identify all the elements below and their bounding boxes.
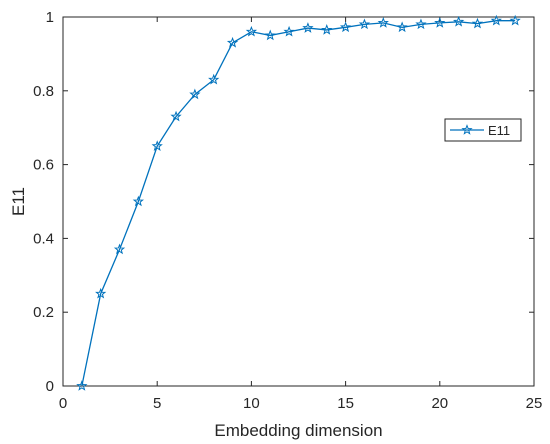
ticks	[62, 16, 535, 387]
data-point	[490, 14, 502, 26]
plot-area: 0 5 10 15 20 25 0 0.2 0.4 0.6 0.8 1	[33, 9, 542, 412]
data-point	[283, 25, 295, 37]
data-point	[434, 16, 446, 28]
data-point	[396, 21, 408, 33]
x-tick-label: 0	[59, 395, 67, 412]
x-tick-label: 10	[243, 395, 260, 412]
y-axis-label: E11	[9, 187, 28, 216]
data-point	[170, 110, 182, 122]
data-point	[509, 14, 521, 26]
x-tick-label: 20	[431, 395, 448, 412]
x-tick-label: 25	[526, 395, 543, 412]
series-layer	[76, 14, 521, 391]
y-tick-label: 0.4	[33, 230, 54, 247]
y-tick-label: 0	[46, 378, 54, 395]
data-point	[321, 23, 333, 35]
tick-labels: 0 5 10 15 20 25 0 0.2 0.4 0.6 0.8 1	[33, 9, 542, 412]
data-point	[208, 73, 220, 85]
data-point	[471, 17, 484, 29]
data-point	[132, 195, 144, 207]
data-point	[358, 18, 371, 30]
y-tick-label: 0.8	[33, 83, 54, 100]
data-point	[453, 15, 465, 27]
data-point	[302, 22, 314, 33]
x-tick-label: 15	[337, 395, 354, 412]
data-point	[76, 380, 88, 391]
data-point	[113, 243, 126, 255]
y-tick-label: 0.2	[33, 304, 54, 321]
legend-label-e11: E11	[488, 123, 510, 138]
data-point	[415, 18, 427, 30]
data-point	[377, 16, 389, 28]
data-point	[245, 25, 258, 37]
data-point	[189, 88, 201, 100]
y-tick-label: 0.6	[33, 157, 54, 174]
legend: E11	[444, 118, 522, 142]
data-point	[264, 29, 276, 41]
data-point	[95, 287, 107, 299]
x-tick-label: 5	[153, 395, 161, 412]
axes-box	[62, 16, 535, 387]
y-tick-label: 1	[46, 9, 54, 26]
data-point	[339, 21, 352, 33]
x-axis-label: Embedding dimension	[214, 421, 382, 440]
data-point	[226, 36, 239, 48]
data-point	[151, 140, 163, 151]
legend-marker-e11	[461, 124, 473, 135]
